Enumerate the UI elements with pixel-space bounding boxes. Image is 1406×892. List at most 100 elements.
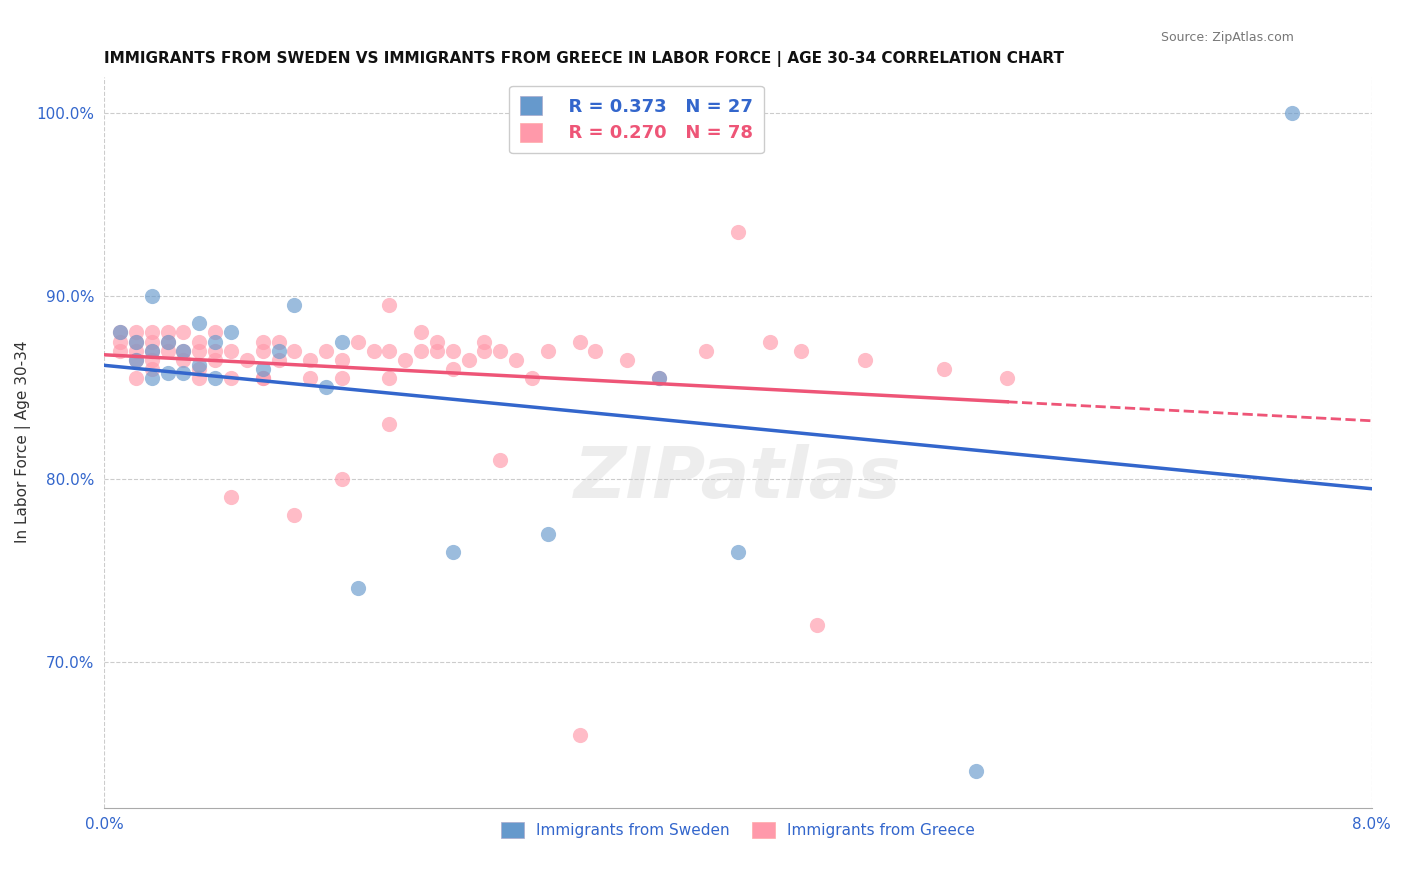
Point bbox=[648, 371, 671, 385]
Point bbox=[108, 343, 131, 358]
Point bbox=[616, 352, 638, 367]
Point bbox=[520, 371, 543, 385]
Point bbox=[537, 526, 560, 541]
Point bbox=[204, 334, 226, 349]
Point bbox=[267, 352, 290, 367]
Point bbox=[648, 371, 671, 385]
Point bbox=[583, 343, 606, 358]
Point bbox=[156, 334, 179, 349]
Point bbox=[188, 316, 211, 330]
Point bbox=[173, 352, 195, 367]
Point bbox=[125, 326, 148, 340]
Point bbox=[173, 366, 195, 380]
Point bbox=[204, 352, 226, 367]
Point bbox=[1281, 106, 1303, 120]
Point bbox=[853, 352, 876, 367]
Point bbox=[330, 371, 353, 385]
Legend: Immigrants from Sweden, Immigrants from Greece: Immigrants from Sweden, Immigrants from … bbox=[495, 816, 981, 844]
Point bbox=[141, 343, 163, 358]
Point bbox=[219, 326, 242, 340]
Point bbox=[141, 362, 163, 376]
Point bbox=[727, 225, 749, 239]
Point bbox=[156, 334, 179, 349]
Point bbox=[537, 343, 560, 358]
Point bbox=[219, 371, 242, 385]
Point bbox=[283, 298, 305, 312]
Point bbox=[156, 343, 179, 358]
Point bbox=[108, 326, 131, 340]
Point bbox=[141, 352, 163, 367]
Point bbox=[568, 728, 591, 742]
Point bbox=[252, 371, 274, 385]
Point bbox=[426, 334, 449, 349]
Point bbox=[267, 334, 290, 349]
Point bbox=[188, 334, 211, 349]
Point bbox=[141, 371, 163, 385]
Point bbox=[346, 334, 368, 349]
Point bbox=[441, 362, 464, 376]
Y-axis label: In Labor Force | Age 30-34: In Labor Force | Age 30-34 bbox=[15, 341, 31, 543]
Text: Source: ZipAtlas.com: Source: ZipAtlas.com bbox=[1160, 31, 1294, 45]
Point bbox=[125, 371, 148, 385]
Point bbox=[568, 334, 591, 349]
Point bbox=[252, 371, 274, 385]
Point bbox=[965, 764, 987, 779]
Point bbox=[330, 334, 353, 349]
Point bbox=[173, 343, 195, 358]
Point bbox=[346, 582, 368, 596]
Point bbox=[204, 343, 226, 358]
Point bbox=[141, 334, 163, 349]
Point bbox=[188, 371, 211, 385]
Point bbox=[727, 545, 749, 559]
Point bbox=[505, 352, 527, 367]
Point bbox=[108, 334, 131, 349]
Point bbox=[790, 343, 813, 358]
Point bbox=[156, 366, 179, 380]
Point bbox=[236, 352, 259, 367]
Point bbox=[125, 352, 148, 367]
Point bbox=[474, 343, 496, 358]
Point bbox=[125, 334, 148, 349]
Point bbox=[283, 343, 305, 358]
Point bbox=[156, 326, 179, 340]
Point bbox=[806, 618, 828, 632]
Point bbox=[173, 326, 195, 340]
Point bbox=[378, 343, 401, 358]
Point bbox=[378, 298, 401, 312]
Point bbox=[299, 371, 322, 385]
Point bbox=[411, 326, 433, 340]
Point bbox=[219, 490, 242, 504]
Point bbox=[188, 359, 211, 373]
Point bbox=[378, 417, 401, 431]
Point bbox=[411, 343, 433, 358]
Point bbox=[219, 343, 242, 358]
Point bbox=[188, 362, 211, 376]
Point bbox=[141, 343, 163, 358]
Point bbox=[441, 343, 464, 358]
Point bbox=[108, 326, 131, 340]
Point bbox=[457, 352, 479, 367]
Point bbox=[141, 289, 163, 303]
Point bbox=[267, 343, 290, 358]
Point bbox=[141, 326, 163, 340]
Point bbox=[252, 343, 274, 358]
Point bbox=[299, 352, 322, 367]
Point bbox=[441, 545, 464, 559]
Point bbox=[315, 380, 337, 394]
Point bbox=[489, 343, 512, 358]
Text: ZIPatlas: ZIPatlas bbox=[574, 444, 901, 513]
Point bbox=[758, 334, 780, 349]
Point bbox=[330, 472, 353, 486]
Point bbox=[932, 362, 955, 376]
Point bbox=[283, 508, 305, 523]
Point bbox=[695, 343, 717, 358]
Point bbox=[125, 343, 148, 358]
Point bbox=[204, 371, 226, 385]
Point bbox=[204, 326, 226, 340]
Point bbox=[378, 371, 401, 385]
Point bbox=[394, 352, 416, 367]
Point bbox=[363, 343, 385, 358]
Point bbox=[995, 371, 1018, 385]
Point bbox=[252, 334, 274, 349]
Text: IMMIGRANTS FROM SWEDEN VS IMMIGRANTS FROM GREECE IN LABOR FORCE | AGE 30-34 CORR: IMMIGRANTS FROM SWEDEN VS IMMIGRANTS FRO… bbox=[104, 51, 1064, 67]
